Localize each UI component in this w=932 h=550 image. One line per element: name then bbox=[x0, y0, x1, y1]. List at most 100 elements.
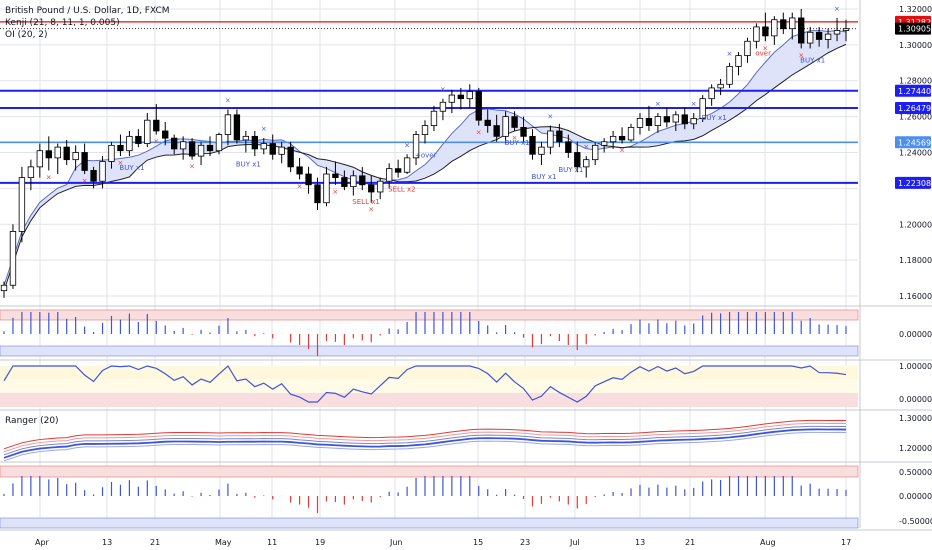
candle-body[interactable] bbox=[430, 110, 438, 126]
candle-body[interactable] bbox=[538, 146, 545, 155]
candle-body[interactable] bbox=[260, 143, 267, 150]
candle-body[interactable] bbox=[726, 65, 733, 85]
candle-body[interactable] bbox=[332, 173, 339, 179]
candle-body[interactable] bbox=[305, 173, 312, 186]
candle-body[interactable] bbox=[654, 116, 662, 126]
candle-body[interactable] bbox=[842, 28, 850, 31]
candle-body[interactable] bbox=[314, 184, 321, 204]
horizontal-levels[interactable] bbox=[0, 21, 858, 184]
candle-body[interactable] bbox=[636, 118, 644, 128]
candle-body[interactable] bbox=[565, 141, 572, 153]
candle-body[interactable] bbox=[609, 135, 617, 143]
candle-body[interactable] bbox=[251, 135, 258, 150]
candle-body[interactable] bbox=[377, 180, 384, 193]
candle-body[interactable] bbox=[762, 26, 769, 37]
candle-body[interactable] bbox=[520, 126, 527, 137]
candle-body[interactable] bbox=[574, 152, 581, 168]
candle-body[interactable] bbox=[242, 135, 250, 141]
candle-body[interactable] bbox=[592, 144, 599, 161]
candle-body[interactable] bbox=[197, 144, 205, 157]
candle-body[interactable] bbox=[63, 146, 70, 161]
candle-body[interactable] bbox=[529, 135, 536, 155]
candle-body[interactable] bbox=[117, 144, 124, 152]
candle-body[interactable] bbox=[144, 119, 151, 144]
candle-body[interactable] bbox=[448, 94, 456, 103]
candle-body[interactable] bbox=[296, 166, 303, 175]
candle-body[interactable] bbox=[744, 40, 751, 57]
candle-body[interactable] bbox=[0, 284, 8, 292]
candle-body[interactable] bbox=[824, 33, 832, 40]
candle-body[interactable] bbox=[323, 173, 330, 204]
candle-body[interactable] bbox=[484, 119, 491, 126]
candle-body[interactable] bbox=[385, 168, 393, 182]
candle-body[interactable] bbox=[341, 177, 348, 187]
candle-body[interactable] bbox=[90, 170, 97, 182]
candle-body[interactable] bbox=[439, 101, 447, 112]
candle-body[interactable] bbox=[27, 166, 35, 179]
candle-body[interactable] bbox=[753, 26, 760, 42]
candle-body[interactable] bbox=[457, 94, 465, 100]
candle-body[interactable] bbox=[72, 152, 79, 161]
candle-body[interactable] bbox=[627, 126, 635, 141]
candle-body[interactable] bbox=[815, 31, 823, 40]
candle-body[interactable] bbox=[466, 91, 473, 100]
candle-body[interactable] bbox=[547, 130, 554, 148]
candle-body[interactable] bbox=[806, 31, 814, 44]
candle-body[interactable] bbox=[394, 168, 402, 173]
symbol-title[interactable]: British Pound / U.S. Dollar, 1D, FXCM bbox=[5, 6, 170, 16]
candle-body[interactable] bbox=[645, 118, 653, 126]
indicator-kenji-label[interactable]: Kenji (21, 8, 11, 1, 0.005) bbox=[5, 18, 120, 28]
candle-body[interactable] bbox=[421, 125, 429, 135]
candle-body[interactable] bbox=[717, 83, 724, 89]
candle-body[interactable] bbox=[45, 150, 52, 159]
candle-body[interactable] bbox=[135, 135, 142, 144]
candle-body[interactable] bbox=[583, 159, 590, 168]
candle-body[interactable] bbox=[81, 152, 88, 171]
candle-body[interactable] bbox=[475, 91, 482, 121]
candle-body[interactable] bbox=[18, 177, 26, 232]
candle-body[interactable] bbox=[690, 118, 697, 125]
candle-body[interactable] bbox=[672, 114, 679, 123]
candle-body[interactable] bbox=[735, 55, 742, 67]
candle-body[interactable] bbox=[188, 141, 196, 157]
time-axis[interactable]: Apr 13 21 May 11 19 Jun 15 23 Jul 13 21 Aug 17 bbox=[0, 529, 932, 547]
candle-body[interactable] bbox=[780, 19, 787, 30]
candle-body[interactable] bbox=[556, 130, 563, 143]
candle-body[interactable] bbox=[108, 144, 115, 162]
candle-body[interactable] bbox=[287, 146, 294, 168]
candle-body[interactable] bbox=[789, 17, 796, 30]
candle-body[interactable] bbox=[663, 116, 671, 123]
candle-body[interactable] bbox=[206, 144, 214, 152]
candle-body[interactable] bbox=[99, 161, 106, 182]
candle-body[interactable] bbox=[699, 98, 706, 119]
candle-body[interactable] bbox=[618, 135, 626, 141]
candle-body[interactable] bbox=[179, 141, 187, 150]
candle-body[interactable] bbox=[502, 116, 509, 137]
candle-body[interactable] bbox=[359, 175, 366, 186]
price-axis[interactable]: 1.32000 1.30000 1.28000 1.26000 1.24000 1.200… bbox=[859, 0, 932, 528]
candle-body[interactable] bbox=[126, 135, 133, 152]
candle-body[interactable] bbox=[771, 19, 778, 37]
candle-body[interactable] bbox=[224, 114, 232, 135]
candle-body[interactable] bbox=[600, 141, 608, 146]
candle-body[interactable] bbox=[36, 150, 44, 168]
candle-body[interactable] bbox=[798, 17, 805, 44]
candle-body[interactable] bbox=[278, 146, 285, 155]
candlestick-series[interactable] bbox=[0, 8, 850, 298]
candle-body[interactable] bbox=[493, 125, 500, 137]
candle-body[interactable] bbox=[403, 157, 411, 173]
candle-body[interactable] bbox=[412, 134, 420, 159]
candle-body[interactable] bbox=[153, 119, 160, 132]
candle-body[interactable] bbox=[162, 130, 169, 139]
candle-body[interactable] bbox=[215, 134, 223, 152]
candle-body[interactable] bbox=[54, 146, 61, 159]
indicator-oi-label[interactable]: OI (20, 2) bbox=[5, 30, 48, 40]
candle-body[interactable] bbox=[708, 87, 715, 100]
candle-body[interactable] bbox=[350, 175, 357, 187]
candle-body[interactable] bbox=[9, 231, 17, 286]
candle-body[interactable] bbox=[511, 116, 518, 128]
candle-body[interactable] bbox=[681, 114, 688, 125]
candle-body[interactable] bbox=[833, 30, 841, 35]
candle-body[interactable] bbox=[269, 143, 276, 155]
